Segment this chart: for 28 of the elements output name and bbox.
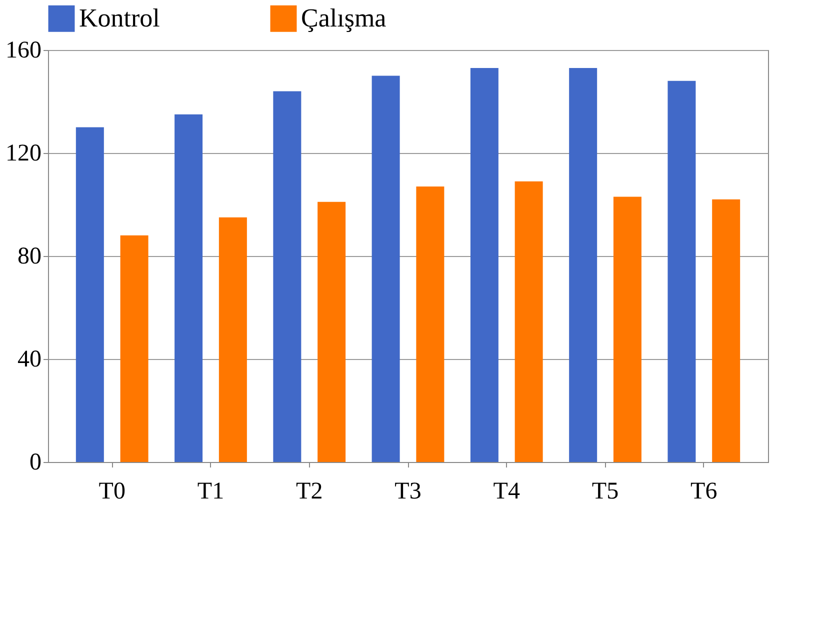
bar [712, 199, 740, 462]
bar [569, 68, 598, 462]
bar [318, 202, 346, 462]
bar [470, 68, 498, 462]
x-tick-label: T2 [296, 478, 323, 504]
bar [372, 76, 400, 462]
y-tick-label: 120 [6, 140, 42, 166]
bar [416, 186, 444, 462]
x-tick-label: T1 [197, 478, 224, 504]
x-tick-label: T3 [394, 478, 422, 504]
legend-label: Çalışma [301, 4, 387, 33]
y-tick-label: 160 [6, 38, 42, 64]
x-tick-label: T6 [690, 478, 718, 504]
bar [120, 235, 148, 462]
bar [613, 196, 642, 462]
bar [514, 181, 543, 462]
bar [218, 217, 247, 462]
y-tick-label: 40 [18, 346, 42, 372]
bar [174, 114, 203, 462]
x-tick-label: T0 [98, 478, 126, 504]
bar [668, 80, 696, 462]
x-tick-label: T5 [592, 478, 619, 504]
bar [76, 127, 104, 462]
y-tick-label: 80 [18, 244, 42, 270]
legend-label: Kontrol [79, 4, 160, 33]
x-tick-label: T4 [493, 478, 520, 504]
bar [273, 91, 302, 462]
y-tick-label: 0 [30, 450, 42, 476]
